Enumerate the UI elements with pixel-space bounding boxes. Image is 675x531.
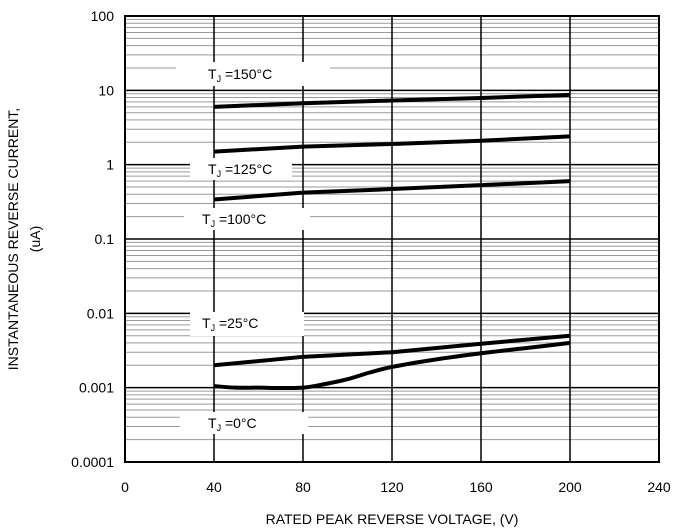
series-line bbox=[213, 179, 571, 202]
series-label-box bbox=[190, 312, 304, 336]
y-tick-label: 0.001 bbox=[79, 380, 114, 396]
x-tick-labels: 0 40 80 120 160 200 240 bbox=[121, 479, 671, 495]
series-label-box bbox=[180, 412, 308, 434]
series-label: TJ =150°C bbox=[208, 66, 272, 84]
y-tick-label: 0.1 bbox=[95, 231, 115, 247]
series-line bbox=[213, 92, 571, 109]
y-tick-label: 100 bbox=[91, 8, 115, 24]
series-label-box bbox=[190, 158, 292, 180]
x-axis-title: RATED PEAK REVERSE VOLTAGE, (V) bbox=[266, 511, 519, 527]
x-tick-label: 200 bbox=[558, 479, 582, 495]
series-line bbox=[213, 134, 571, 154]
plot-frame bbox=[124, 15, 660, 463]
series-label-box bbox=[184, 208, 310, 230]
series-label: TJ =100°C bbox=[202, 211, 266, 229]
x-tick-label: 120 bbox=[380, 479, 404, 495]
series-line bbox=[213, 340, 571, 391]
y-tick-label: 0.0001 bbox=[71, 454, 114, 470]
y-tick-label: 0.01 bbox=[87, 305, 114, 321]
series-line bbox=[213, 333, 571, 368]
x-tick-label: 0 bbox=[121, 479, 129, 495]
series-label: TJ =25°C bbox=[202, 315, 258, 333]
x-tick-label: 240 bbox=[647, 479, 671, 495]
y-tick-label: 10 bbox=[98, 82, 114, 98]
x-tick-label: 40 bbox=[206, 479, 222, 495]
y-tick-label: 1 bbox=[106, 157, 114, 173]
grid bbox=[124, 15, 660, 463]
series-label: TJ =0°C bbox=[208, 415, 257, 433]
series-labels: TJ =150°C TJ =125°C TJ =100°C TJ =25°C TJ =0… bbox=[176, 62, 330, 434]
y-tick-labels: 0.0001 0.001 0.01 0.1 1 10 100 bbox=[71, 8, 114, 470]
series-label: TJ =125°C bbox=[208, 161, 272, 179]
y-axis-title-line1: INSTANTANEOUS REVERSE CURRENT, bbox=[5, 108, 21, 370]
series-label-box bbox=[176, 62, 330, 86]
x-tick-label: 160 bbox=[469, 479, 493, 495]
series-lines bbox=[213, 92, 571, 391]
x-tick-label: 80 bbox=[295, 479, 311, 495]
y-axis-title-line2: (uA) bbox=[27, 226, 43, 252]
